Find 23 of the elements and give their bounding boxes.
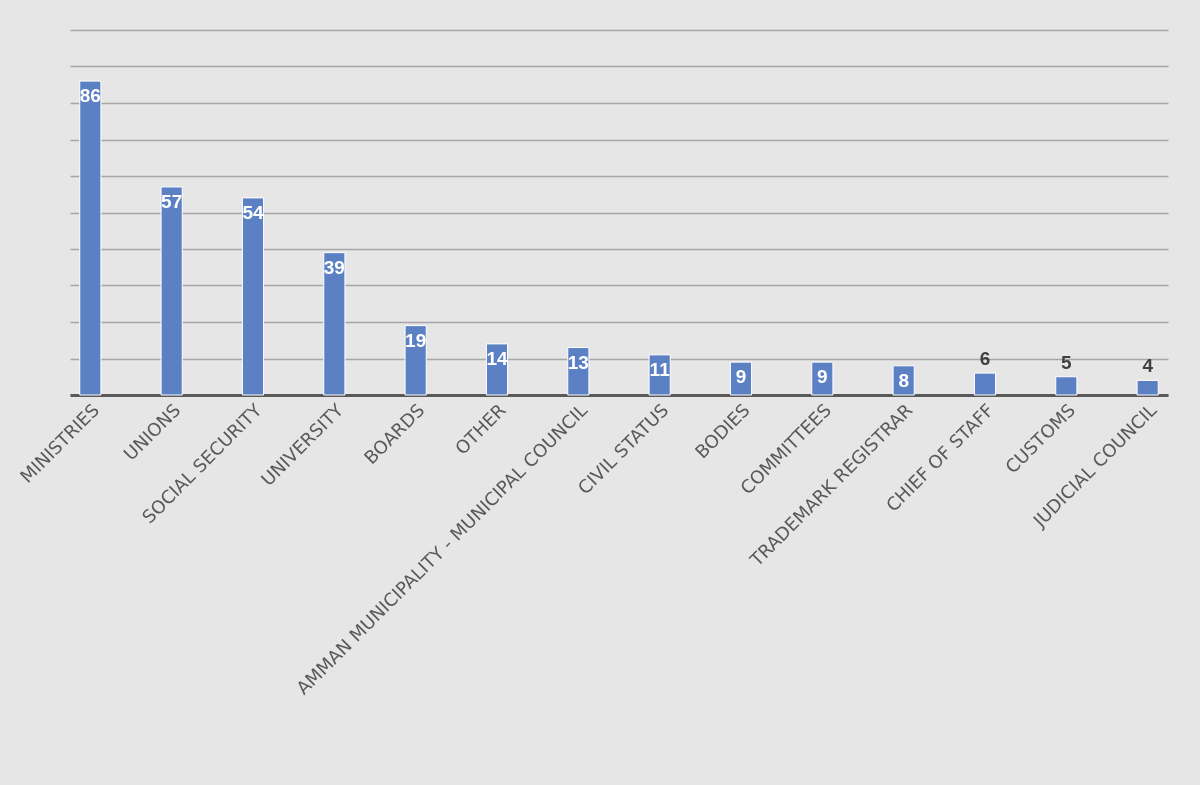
bar: [241, 197, 265, 396]
data-label: 86: [79, 85, 101, 107]
data-label: 4: [1142, 355, 1154, 377]
data-label: 39: [323, 256, 345, 278]
bar: [567, 347, 590, 396]
data-label: 13: [567, 351, 589, 373]
bar: [160, 186, 183, 396]
data-label: 5: [1061, 351, 1073, 373]
data-label: 9: [817, 366, 828, 388]
bar: [811, 361, 834, 396]
data-label: 11: [649, 358, 671, 380]
bar: [1136, 379, 1159, 396]
bar: [648, 354, 671, 396]
bar: [404, 325, 427, 396]
data-label: 9: [735, 366, 747, 388]
bar: [323, 252, 346, 396]
data-label: 8: [898, 369, 909, 391]
bar: [892, 365, 915, 396]
bar: [973, 372, 997, 396]
data-label: 6: [979, 348, 991, 370]
bar: [1055, 376, 1078, 396]
data-label: 19: [405, 329, 427, 351]
bar: [79, 80, 102, 396]
